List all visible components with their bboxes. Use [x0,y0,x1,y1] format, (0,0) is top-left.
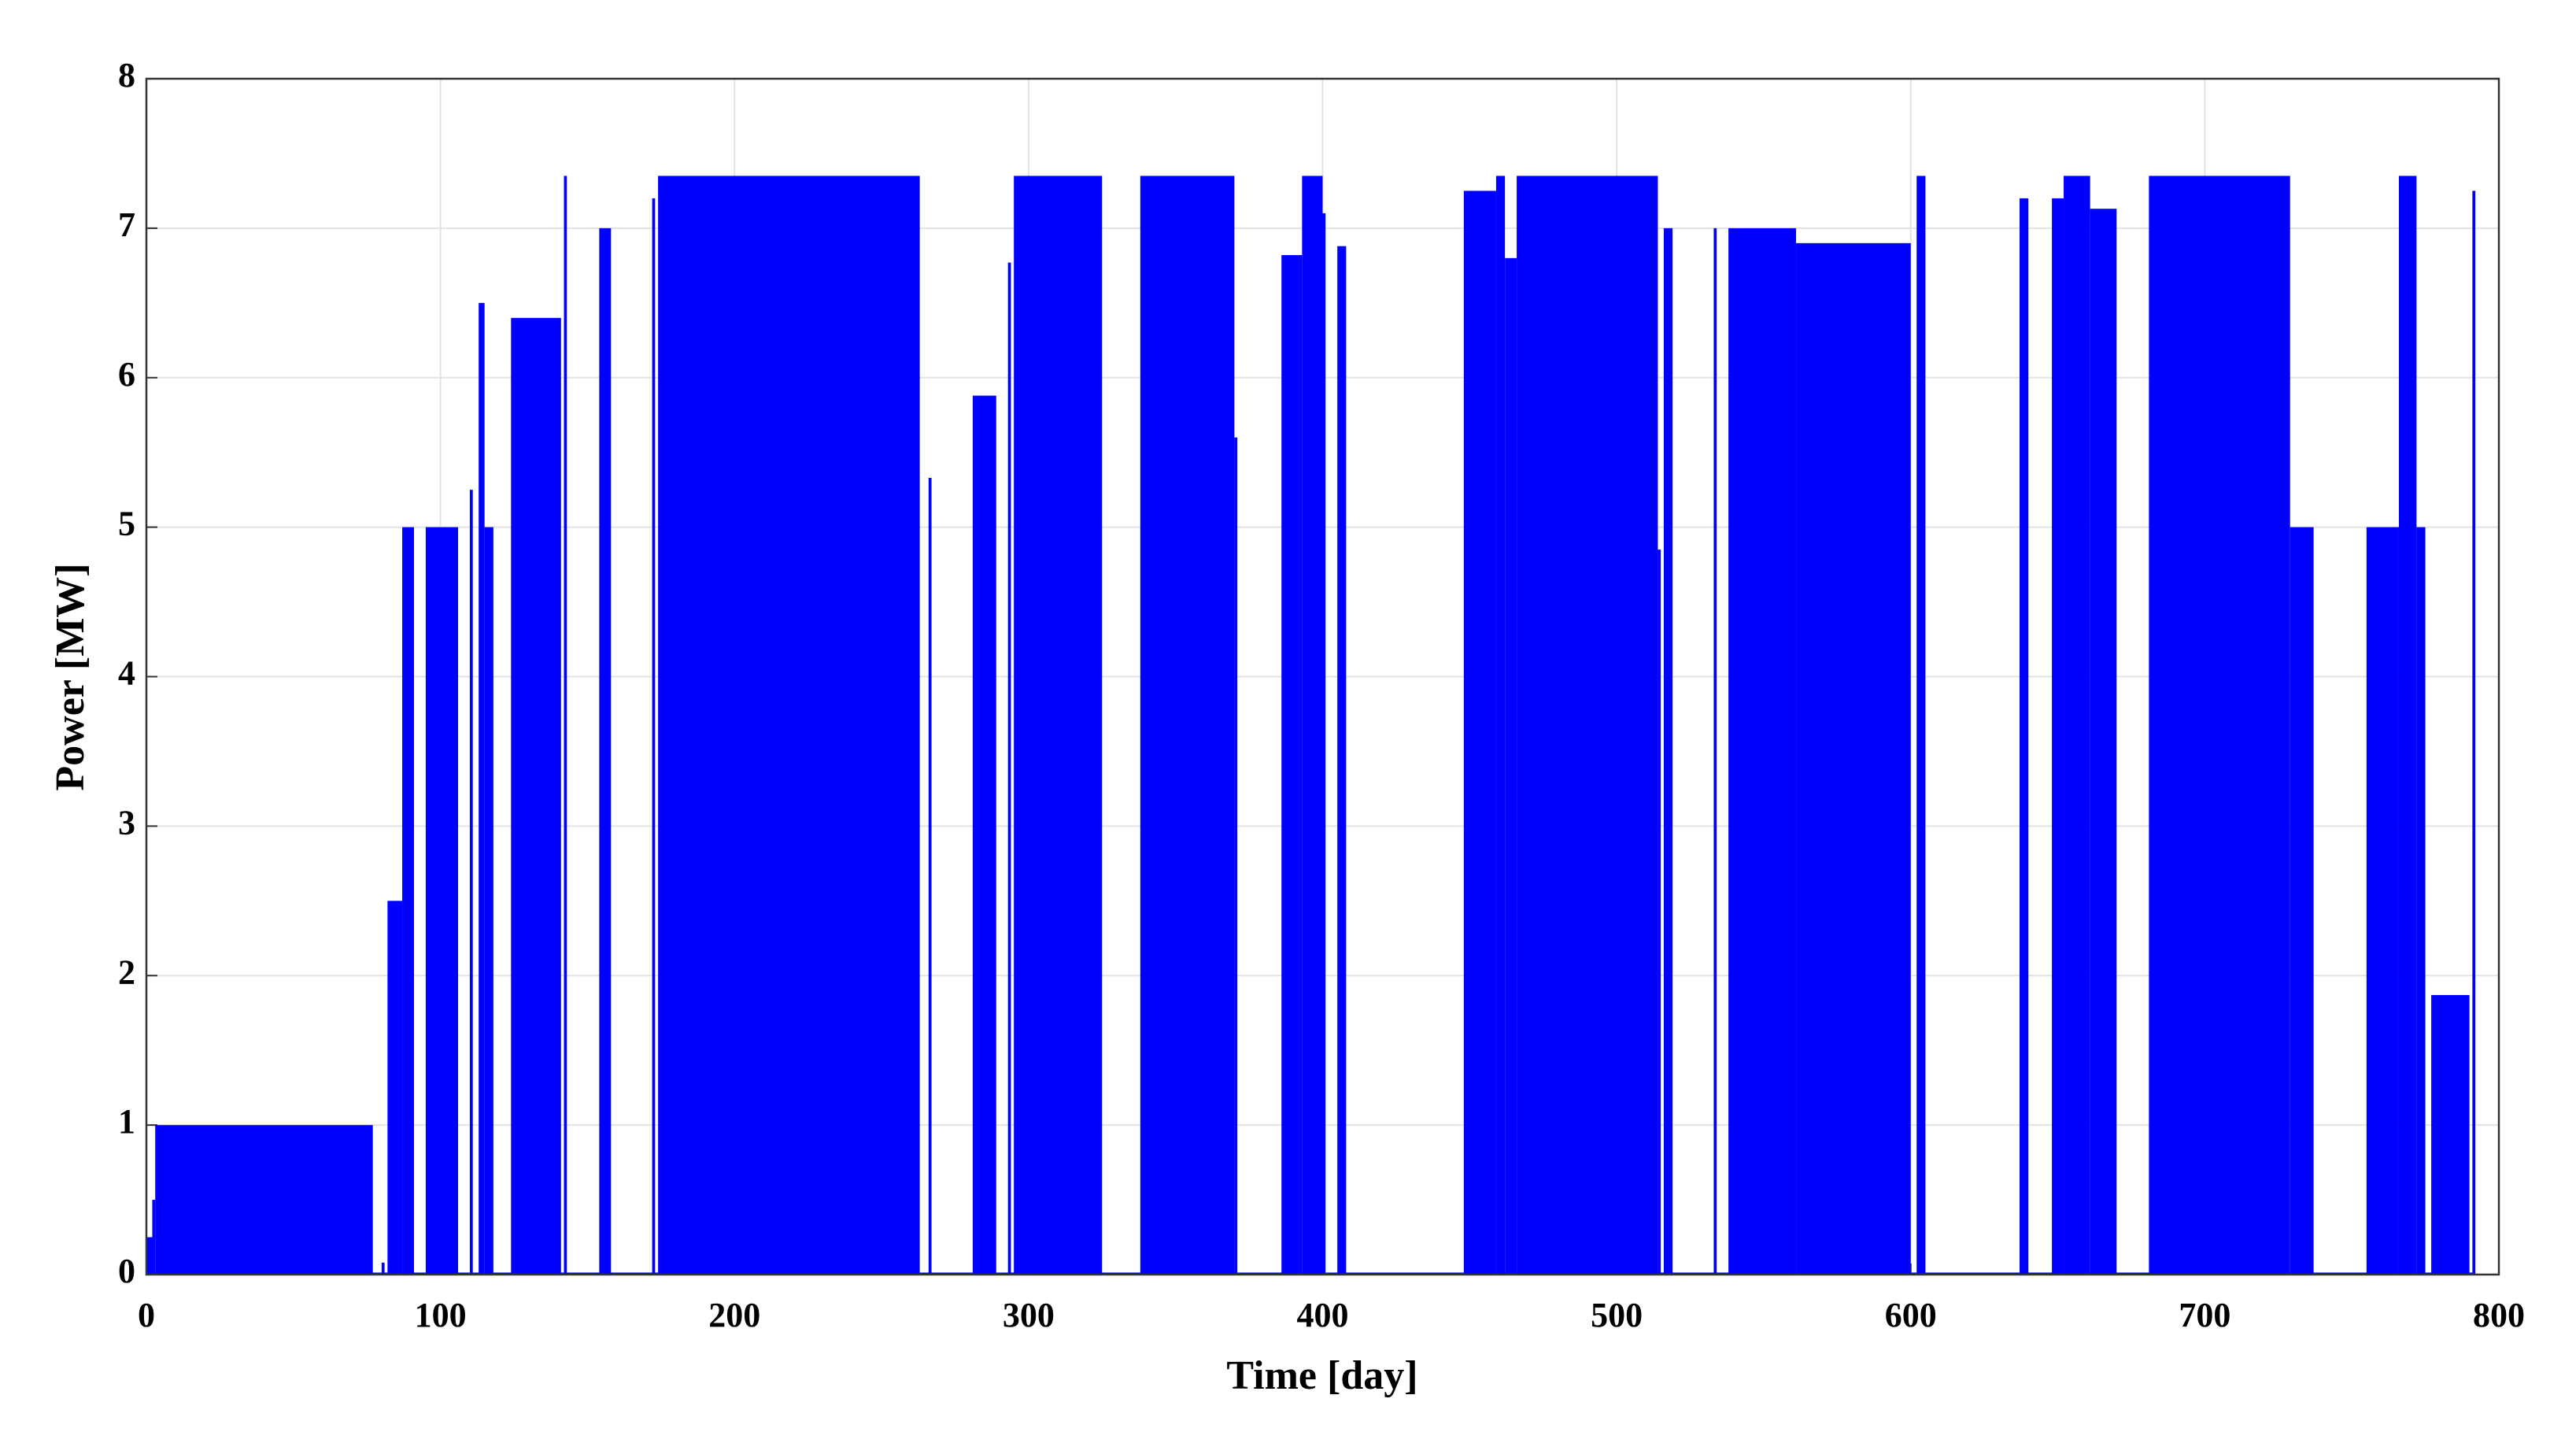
x-tick-label: 400 [1297,1296,1349,1334]
x-tick-label: 100 [415,1296,467,1334]
power-segment [1495,176,1506,1275]
power-segment [564,176,567,1275]
y-axis-label: Power [MW] [48,563,93,790]
power-segment [479,302,485,1275]
power-segment [1140,176,1235,1275]
power-segment [2398,176,2417,1275]
power-segment [652,198,656,1275]
power-segment [2052,198,2064,1275]
power-segment [2149,176,2290,1275]
power-segment [2290,527,2314,1275]
power-segment [1322,213,1326,1275]
power-segment [928,477,932,1275]
power-segment [1463,191,1496,1275]
power-segment [425,527,459,1275]
x-tick-label: 0 [138,1296,155,1334]
x-tick-label: 800 [2473,1296,2525,1334]
x-tick-label: 500 [1591,1296,1643,1334]
power-segment [658,176,920,1275]
power-segment [387,901,403,1275]
x-tick-label: 300 [1003,1296,1055,1334]
y-tick-label: 2 [118,953,135,991]
power-segment [1337,246,1347,1275]
power-segment [2090,209,2117,1275]
y-tick-label: 6 [118,355,135,394]
power-segment [1713,228,1717,1275]
power-segment [511,317,561,1275]
power-segment [1663,228,1673,1275]
power-segment [469,490,473,1275]
x-tick-label: 600 [1885,1296,1937,1334]
y-tick-label: 7 [118,205,135,244]
y-tick-label: 5 [118,505,135,543]
y-tick-label: 1 [118,1102,135,1141]
power-segment [972,395,996,1275]
power-segment [155,1125,373,1275]
power-segment [381,1262,385,1275]
power-segment [1796,242,1911,1275]
power-segment [402,527,414,1275]
power-segment [1916,176,1926,1275]
x-tick-label: 700 [2179,1296,2230,1334]
power-segment [1234,437,1238,1275]
power-segment [1302,176,1323,1275]
y-tick-label: 4 [118,654,135,693]
power-segment [1281,255,1303,1275]
power-segment [1014,176,1103,1275]
y-tick-label: 3 [118,803,135,842]
power-segment [152,1200,156,1275]
x-axis-label: Time [day] [1226,1353,1417,1398]
power-segment [1658,549,1661,1275]
power-segment [146,1237,153,1275]
power-segment [1517,176,1658,1275]
power-segment [2416,527,2426,1275]
y-tick-label: 8 [118,56,135,94]
power-segment [2366,527,2399,1275]
power-segment [1007,262,1011,1275]
plot-frame [145,77,2500,1276]
power-segment [2064,176,2090,1275]
power-segment [1728,228,1797,1275]
power-segment [2019,198,2029,1275]
power-segment [599,228,612,1275]
power-segment [2472,191,2476,1275]
x-tick-label: 200 [708,1296,760,1334]
y-tick-label: 0 [118,1252,135,1290]
power-segment [2431,994,2470,1275]
power-segment [484,527,493,1275]
power-segment [1505,257,1517,1275]
